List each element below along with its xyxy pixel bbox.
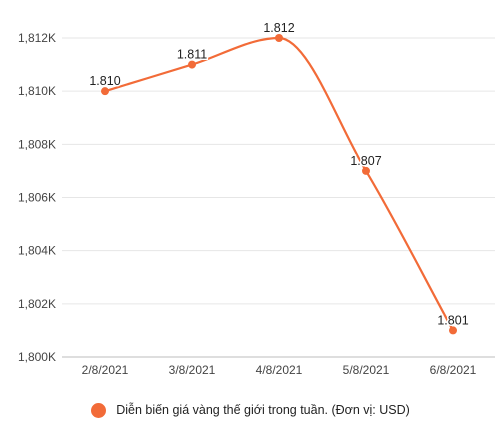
grid-lines (62, 37, 495, 358)
data-label: 1.807 (350, 154, 381, 168)
data-label: 1.801 (437, 313, 468, 327)
data-label: 1.810 (89, 74, 120, 88)
x-tick-label: 4/8/2021 (256, 363, 303, 377)
data-label: 1.811 (177, 48, 207, 62)
y-tick-label: 1,804K (18, 244, 56, 258)
legend-swatch-icon (91, 402, 107, 418)
y-tick-label: 1,808K (18, 137, 56, 151)
x-tick-label: 2/8/2021 (82, 363, 129, 377)
data-point[interactable] (188, 60, 196, 69)
legend[interactable]: Diễn biến giá vàng thế giới trong tuần. … (0, 398, 501, 422)
y-tick-label: 1,800K (18, 350, 56, 364)
series-lines (104, 36, 454, 331)
y-tick-label: 1,810K (18, 84, 56, 98)
y-tick-label: 1,802K (18, 297, 56, 311)
data-label: 1.812 (263, 21, 294, 35)
x-tick-label: 5/8/2021 (343, 363, 390, 377)
series-line (104, 36, 454, 331)
x-tick-label: 3/8/2021 (169, 363, 216, 377)
data-point[interactable] (101, 87, 109, 96)
y-tick-label: 1,812K (18, 31, 56, 45)
x-tick-label: 6/8/2021 (430, 363, 477, 377)
x-axis-tick-labels: 2/8/2021 3/8/2021 4/8/2021 5/8/2021 6/8/2021 (82, 363, 477, 377)
data-points (101, 34, 457, 335)
data-point[interactable] (449, 326, 457, 335)
data-point[interactable] (362, 166, 370, 175)
y-axis-tick-labels: 1,800K 1,802K 1,804K 1,806K 1,808K 1,810K 1,81… (18, 31, 56, 364)
y-tick-label: 1,806K (18, 191, 56, 205)
data-point[interactable] (275, 34, 283, 42)
legend-label: Diễn biến giá vàng thế giới trong tuần. … (116, 403, 410, 417)
data-labels: 1.810 1.811 1.812 1.807 1.801 (88, 20, 470, 329)
